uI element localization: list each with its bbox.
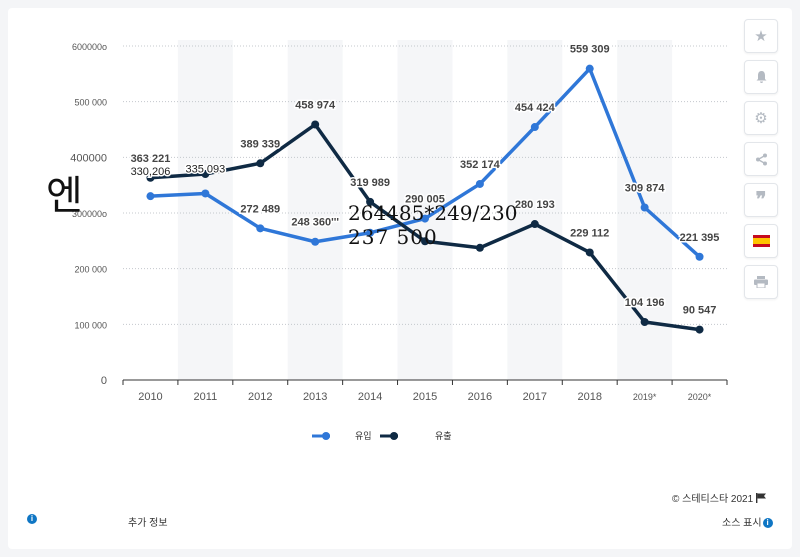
data-point bbox=[366, 197, 375, 206]
y-tick-label: 400000 bbox=[70, 152, 107, 164]
legend-marker bbox=[322, 432, 330, 440]
x-tick-label: 2013 bbox=[303, 391, 327, 403]
data-point bbox=[585, 248, 594, 257]
data-label: 290 005 bbox=[405, 194, 445, 206]
print-icon bbox=[754, 276, 768, 288]
data-label: 458 974 bbox=[295, 100, 336, 112]
x-tick-label: 2015 bbox=[413, 391, 437, 403]
favorite-button[interactable]: ★ bbox=[744, 19, 778, 53]
print-button[interactable] bbox=[744, 265, 778, 299]
language-button[interactable] bbox=[744, 224, 778, 258]
more-info-label[interactable]: 추가 정보 bbox=[128, 518, 168, 529]
x-tick-label: 2017 bbox=[523, 391, 547, 403]
data-point bbox=[311, 120, 320, 129]
gear-icon: ⚙ bbox=[754, 110, 768, 127]
data-label: 309 874 bbox=[625, 183, 666, 195]
data-point bbox=[530, 220, 539, 229]
data-label: 221 395 bbox=[680, 232, 720, 244]
data-point bbox=[640, 317, 649, 326]
flag-small-icon bbox=[755, 493, 766, 503]
toolbar: ★ ⚙ ❞ bbox=[744, 19, 780, 306]
data-point bbox=[421, 214, 429, 223]
data-point bbox=[695, 325, 704, 334]
settings-button[interactable]: ⚙ bbox=[744, 101, 778, 135]
data-point bbox=[366, 228, 375, 237]
x-tick-label: 2010 bbox=[138, 391, 162, 403]
share-icon bbox=[755, 153, 767, 165]
data-label: 229 112 bbox=[570, 227, 609, 239]
x-tick-label: 2016 bbox=[468, 391, 492, 403]
legend-label: 유출 bbox=[435, 431, 452, 441]
y-tick-label: 0 bbox=[101, 375, 107, 387]
data-label: 330,206 bbox=[131, 166, 171, 178]
x-tick-label: 2018 bbox=[577, 391, 601, 403]
share-button[interactable] bbox=[744, 142, 778, 176]
data-point bbox=[585, 64, 594, 73]
data-point bbox=[201, 170, 210, 179]
legend-marker bbox=[390, 432, 398, 440]
data-label: 389 339 bbox=[240, 138, 280, 150]
y-tick-label: 200 000 bbox=[74, 265, 107, 275]
data-point bbox=[146, 192, 155, 201]
data-point bbox=[256, 159, 265, 168]
data-label: 248 360''' bbox=[291, 217, 339, 229]
column-band bbox=[177, 40, 233, 380]
data-point bbox=[475, 243, 484, 252]
star-icon: ★ bbox=[754, 28, 768, 45]
data-label: 454 424 bbox=[515, 102, 556, 114]
info-icon: i bbox=[27, 514, 37, 525]
data-point bbox=[695, 252, 704, 261]
data-point bbox=[256, 224, 265, 233]
data-label: 319 989 bbox=[350, 177, 390, 189]
data-point bbox=[146, 173, 155, 182]
info-icon: i bbox=[762, 518, 773, 529]
x-tick-label: 2019* bbox=[633, 392, 657, 402]
data-label: 104 196 bbox=[625, 297, 665, 309]
x-tick-label: 2012 bbox=[248, 391, 272, 403]
y-tick-label: 100 000 bbox=[74, 320, 107, 330]
notification-button[interactable] bbox=[744, 60, 778, 94]
y-tick-label: 600000o bbox=[72, 42, 107, 52]
source-link[interactable]: 소스 표시 i bbox=[722, 514, 773, 529]
data-label: 272 489 bbox=[240, 203, 280, 215]
copyright-text: © 스테티스타 2021 bbox=[672, 494, 754, 505]
data-label: 90 547 bbox=[683, 305, 717, 317]
x-tick-label: 2014 bbox=[358, 391, 382, 403]
data-label: 335 093 bbox=[185, 163, 225, 175]
data-point bbox=[421, 237, 429, 246]
cite-button[interactable]: ❞ bbox=[744, 183, 778, 217]
data-label: 352 174 bbox=[460, 159, 501, 171]
data-point bbox=[640, 203, 649, 212]
column-band bbox=[287, 40, 343, 380]
bell-icon bbox=[756, 71, 766, 83]
more-info-link[interactable]: i bbox=[27, 514, 37, 525]
data-point bbox=[530, 123, 539, 132]
copyright: © 스테티스타 2021 bbox=[672, 490, 767, 505]
data-label: 280 193 bbox=[515, 199, 555, 211]
y-tick-label: 300000o bbox=[72, 209, 107, 219]
x-tick-label: 2011 bbox=[194, 391, 218, 403]
source-label: 소스 표시 bbox=[722, 518, 762, 529]
legend-label: 유입 bbox=[355, 430, 372, 441]
data-point bbox=[475, 179, 484, 188]
data-point bbox=[311, 237, 320, 246]
column-band bbox=[397, 40, 453, 380]
x-tick-label: 2020* bbox=[688, 392, 712, 402]
data-point bbox=[201, 189, 210, 198]
y-tick-label: 500 000 bbox=[74, 98, 107, 108]
column-band bbox=[507, 40, 563, 380]
data-label: 559 309 bbox=[570, 44, 610, 56]
flag-icon bbox=[752, 235, 770, 247]
quote-icon: ❞ bbox=[755, 189, 767, 211]
data-label: 363 221 bbox=[131, 153, 171, 165]
